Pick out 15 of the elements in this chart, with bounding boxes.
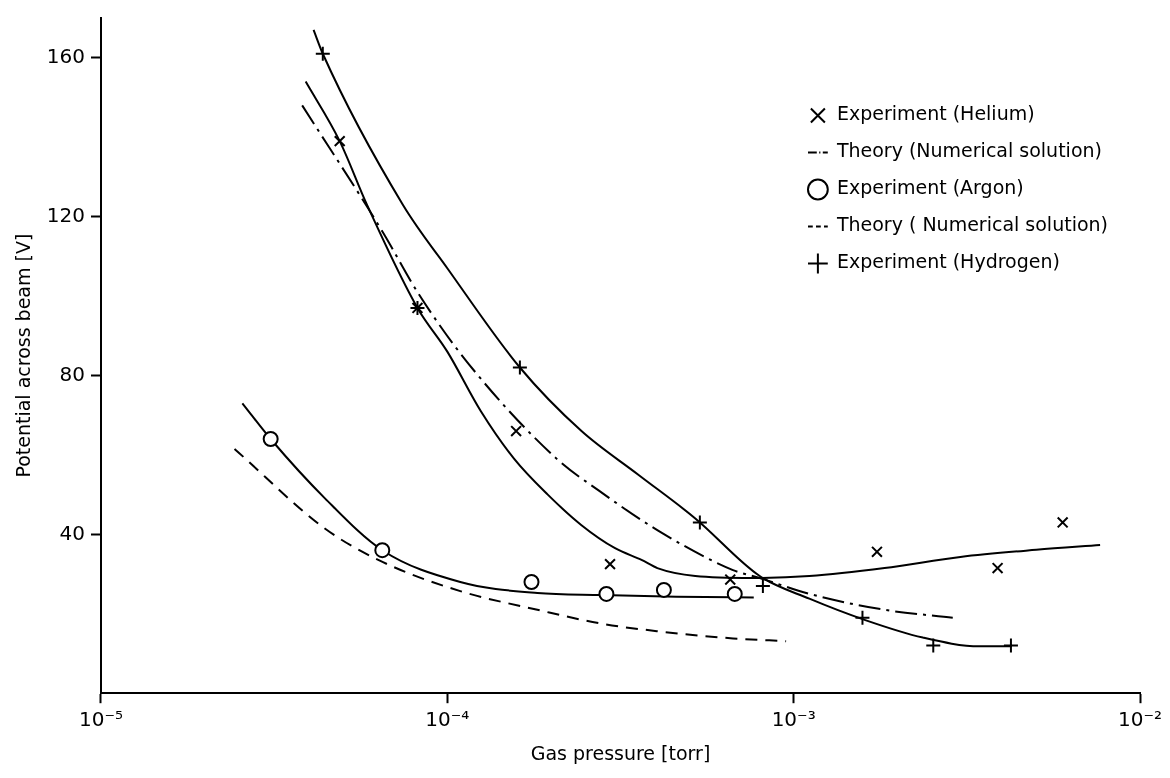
y-tick-label: 40 [59,520,85,545]
legend-label: Theory ( Numerical solution) [835,213,1109,236]
legend-label: Theory (Numerical solution) [835,139,1102,162]
x-tick-label: 10⁻³ [771,707,816,732]
y-tick-label: 160 [46,43,85,68]
y-tick-label: 80 [59,361,85,386]
x-tick-label: 10⁻² [1117,707,1163,732]
legend-label: Experiment (Argon) [836,176,1024,199]
x-axis-title: Gas pressure [torr] [530,741,711,764]
x-tick-label: 10⁻⁴ [425,707,470,732]
legend-label: Experiment (Helium) [836,102,1035,125]
y-axis-title: Potential across beam [V] [12,233,35,478]
x-tick-label: 10⁻⁵ [78,707,123,732]
legend-label: Experiment (Hydrogen) [836,250,1060,273]
y-tick-label: 120 [46,202,85,227]
